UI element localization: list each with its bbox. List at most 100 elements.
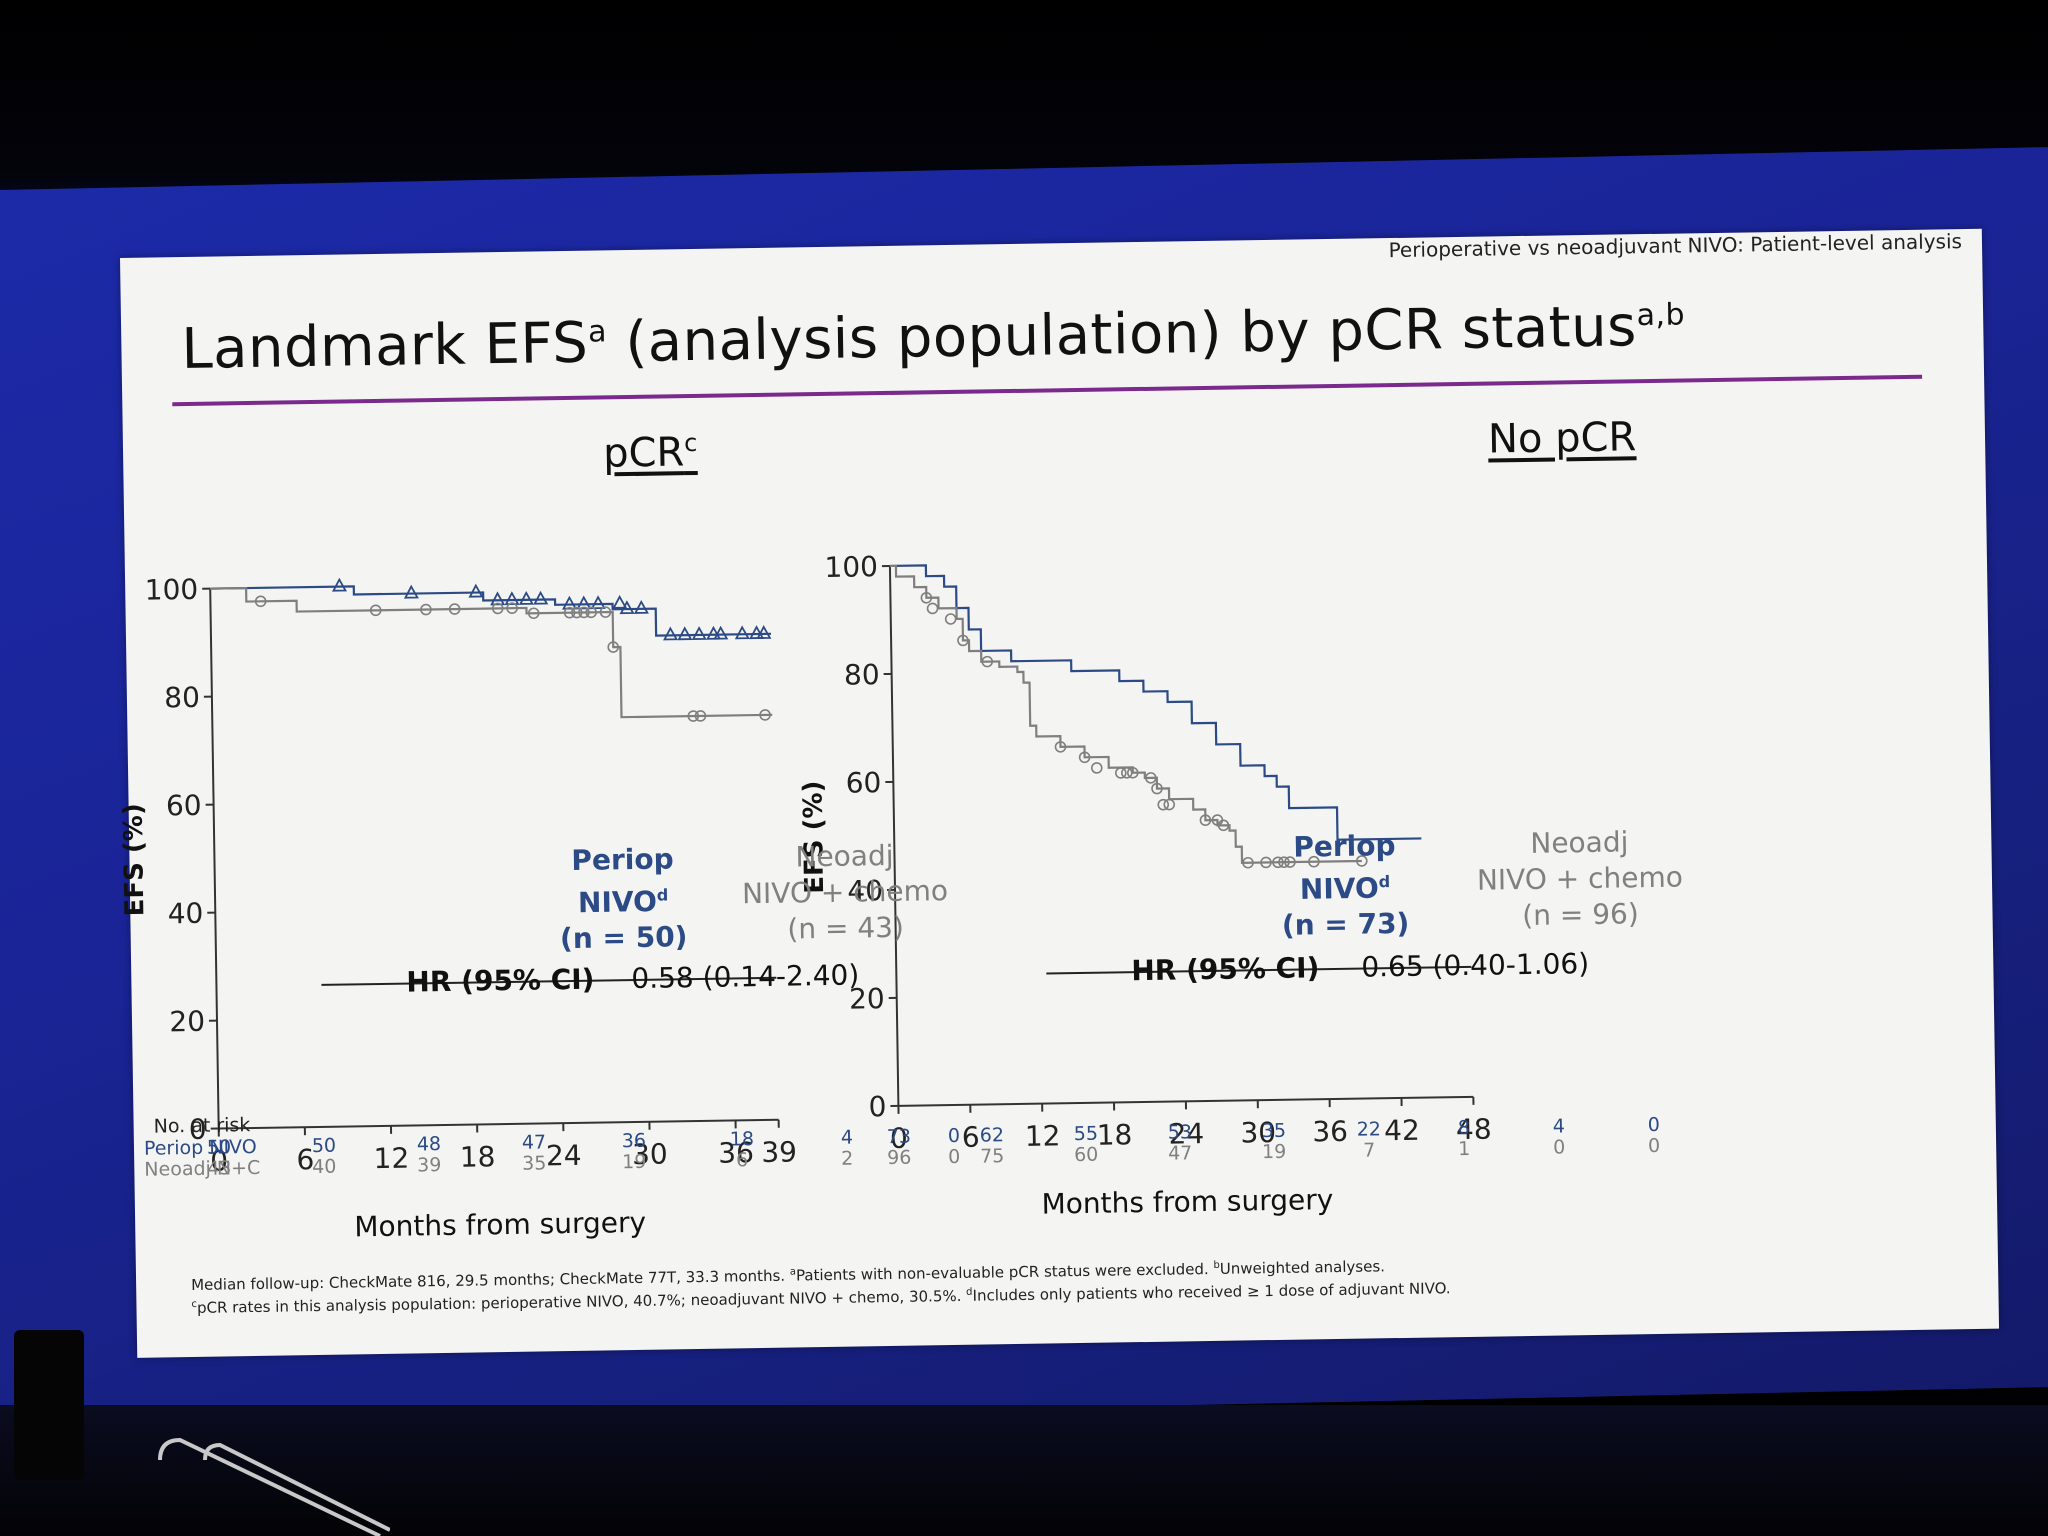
right-hr-rule (1046, 965, 1472, 975)
right-legend-perio-sup: d (1378, 872, 1391, 892)
at-risk-cell-neoadj: 40 (312, 1155, 337, 1179)
right-neoadj-censor-mark (1199, 814, 1212, 827)
left-perio-censor-mark (533, 590, 549, 605)
right-neoadj-censor-mark (1272, 856, 1284, 869)
left-perio-censor-mark (403, 584, 419, 599)
left-perio-censor-mark (633, 599, 649, 614)
right-neoadj-censor-mark (1308, 855, 1320, 868)
right-neoadj-censor-mark (1284, 856, 1296, 868)
right-x-tick-label: 0 (890, 1122, 908, 1155)
footnote-b: Unweighted analyses. (1219, 1257, 1386, 1278)
right-neoadj-censor-mark (926, 602, 939, 615)
left-perio-censor-mark (518, 590, 534, 605)
at-risk-cell-neoadj: 6 (736, 1149, 749, 1172)
at-risk-cell-perio: 22 (1356, 1118, 1382, 1141)
left-x-axis (218, 1118, 779, 1130)
left-legend-neoadj-l1: Neoadj (795, 838, 894, 874)
left-x-axis-label: Months from surgery (354, 1206, 646, 1244)
right-y-axis (888, 565, 900, 1106)
right-y-tick-label: 20 (849, 982, 885, 1016)
left-neoadj-censor-mark (687, 710, 700, 722)
left-legend-perio-l2: NIVOd (548, 877, 699, 922)
right-neoadj-censor-mark (1078, 751, 1091, 764)
left-x-tick-label: 24 (546, 1139, 582, 1173)
stage-floor (0, 1405, 2048, 1536)
at-risk-cell-neoadj: 96 (886, 1146, 912, 1170)
left-y-tick-label: 60 (166, 789, 202, 823)
at-risk-cell-neoadj: 75 (979, 1145, 1005, 1168)
at-risk-cell-neoadj: 35 (522, 1152, 547, 1175)
right-neoadj-censor-mark (1151, 782, 1163, 795)
right-y-tick-label: 60 (845, 766, 881, 800)
left-x-tick-label: 12 (373, 1142, 409, 1176)
at-risk-cell-perio: 4 (1552, 1115, 1566, 1138)
left-neoadj-censor-mark (607, 641, 620, 653)
right-x-tick-label: 6 (962, 1121, 980, 1154)
right-neoadj-censor-mark (1115, 767, 1127, 779)
left-perio-censor-mark (756, 625, 772, 639)
right-y-tick-label: 100 (824, 550, 878, 584)
left-y-tick-label: 0 (189, 1113, 207, 1146)
right-neoadj-censor-mark (944, 613, 957, 625)
left-y-tick-label: 100 (145, 573, 199, 607)
left-legend-perio-l1: Periop (571, 842, 674, 877)
left-perio-censor-mark (331, 577, 348, 592)
left-hr-rule (321, 976, 777, 986)
right-neoadj-censor-mark (1145, 772, 1157, 784)
left-y-axis (209, 588, 220, 1129)
right-neoadj-censor-mark (1278, 856, 1290, 868)
at-risk-cell-neoadj: 60 (1073, 1143, 1099, 1167)
left-series-neoadj-line (210, 586, 773, 719)
right-neoadj-censor-mark (920, 591, 933, 604)
left-neoadj-censor-mark (527, 607, 540, 620)
right-neoadj-censor-mark (957, 634, 969, 647)
right-legend-perio-l2-text: NIVO (1299, 871, 1379, 906)
right-neoadj-censor-mark (1242, 856, 1254, 869)
at-risk-cell-neoadj: 0 (1647, 1134, 1661, 1158)
left-y-axis-label: EFS (%) (119, 803, 151, 917)
slide: Perioperative vs neoadjuvant NIVO: Patie… (119, 228, 2000, 1358)
left-perio-censor-mark (490, 591, 506, 606)
at-risk-cell-neoadj: 1 (1457, 1137, 1471, 1161)
left-neoadj-censor-mark (570, 606, 583, 619)
at-risk-cell-perio: 8 (1457, 1116, 1471, 1140)
right-neoadj-censor-mark (1121, 767, 1133, 779)
left-legend-perio-sup: d (656, 885, 669, 905)
right-x-tick-label: 24 (1168, 1117, 1204, 1151)
left-x-tick-label: 39 (761, 1135, 797, 1169)
at-risk-cell-perio: 53 (1167, 1121, 1193, 1144)
at-risk-cell-perio: 50 (311, 1134, 337, 1158)
at-risk-cell-neoadj: 39 (417, 1154, 442, 1177)
at-risk-cell-neoadj: 47 (1167, 1142, 1193, 1165)
railing-silhouette (158, 1437, 390, 1536)
at-risk-cell-neoadj: 7 (1362, 1139, 1376, 1162)
left-neoadj-censor-mark (694, 710, 707, 722)
left-perio-censor-mark (713, 625, 729, 640)
right-x-tick-label: 18 (1096, 1118, 1132, 1152)
right-neoadj-censor-mark (1090, 762, 1103, 774)
right-x-tick-label: 36 (1312, 1115, 1348, 1149)
right-legend-perio: Periop NIVOd (n = 73) (1269, 828, 1421, 945)
left-perio-censor-mark (504, 591, 520, 606)
left-neoadj-censor-mark (563, 606, 576, 619)
right-y-tick-label: 80 (844, 658, 880, 692)
left-perio-censor-mark (706, 625, 722, 640)
left-y-tick-label: 40 (167, 897, 203, 931)
right-legend-neoadj-l2: NIVO + chemo (1476, 860, 1684, 897)
left-perio-censor-mark (734, 625, 750, 640)
left-x-tick-label: 0 (210, 1144, 228, 1177)
at-risk-cell-perio: 55 (1073, 1122, 1099, 1146)
right-legend-neoadj: Neoadj NIVO + chemo (n = 96) (1464, 823, 1696, 935)
right-neoadj-censor-mark (1157, 798, 1170, 811)
left-neoadj-censor-mark (599, 606, 612, 618)
right-series-neoadj-line (889, 564, 1362, 864)
at-risk-cell-perio: 0 (947, 1124, 961, 1148)
right-x-axis-label: Months from surgery (1041, 1183, 1333, 1221)
left-x-tick-label: 36 (718, 1136, 754, 1170)
left-perio-censor-mark (691, 626, 707, 640)
at-risk-cell-perio: 4 (840, 1126, 854, 1149)
left-perio-censor-mark (612, 594, 628, 609)
camera-silhouette (14, 1330, 84, 1480)
